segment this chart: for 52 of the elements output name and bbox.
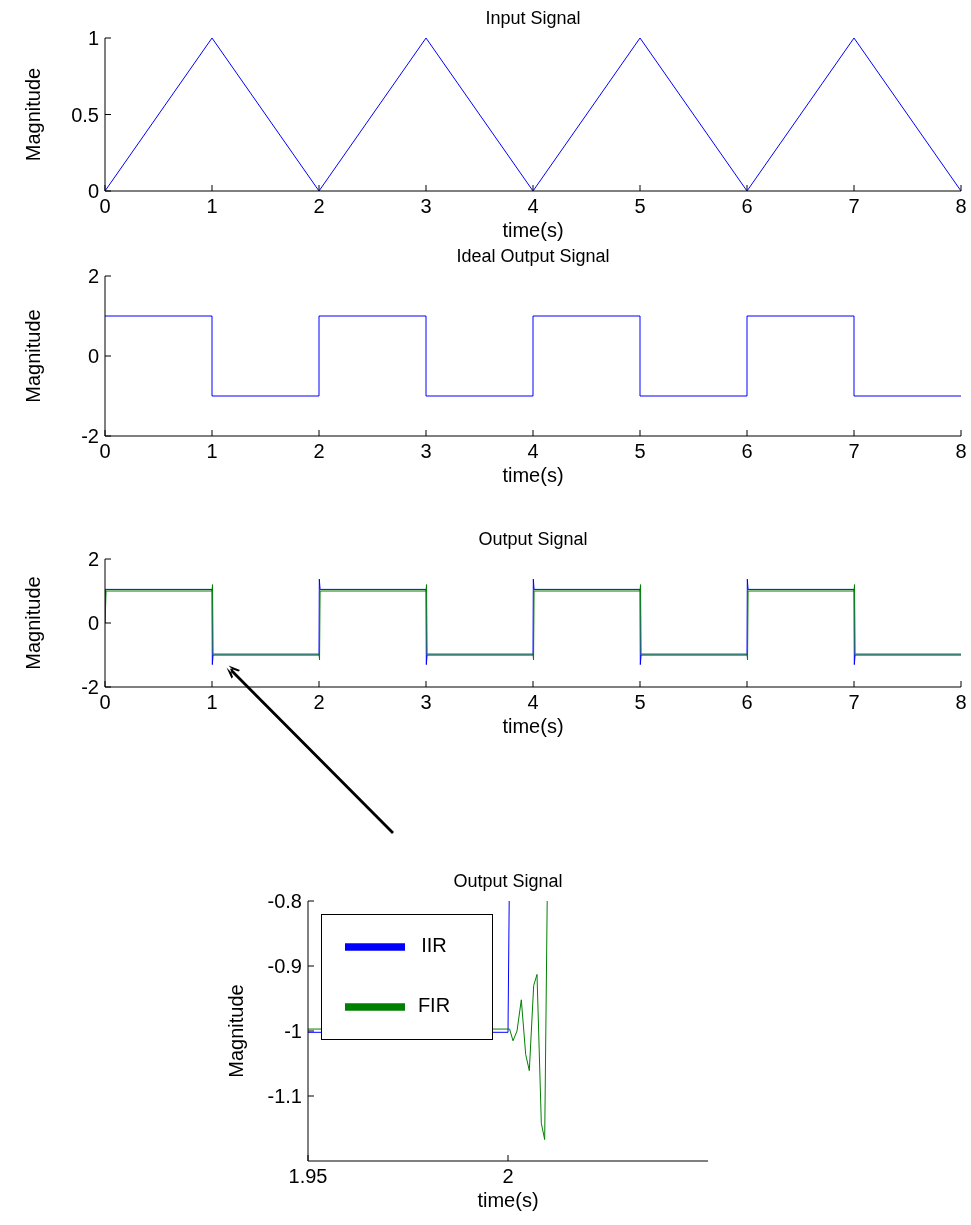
x-tick-label: 3 xyxy=(420,691,432,714)
x-tick-label: 2 xyxy=(313,195,325,218)
y-tick-label: 2 xyxy=(87,548,99,571)
y-axis-title: Magnitude xyxy=(22,576,45,670)
x-tick-label: 5 xyxy=(634,195,646,218)
x-tick-label: 7 xyxy=(848,440,860,463)
y-tick-label: -0.9 xyxy=(267,955,302,978)
y-tick-label: 0.5 xyxy=(71,103,99,126)
x-tick-label: 8 xyxy=(955,440,967,463)
x-axis-title: time(s) xyxy=(502,715,564,737)
x-axis-title: time(s) xyxy=(477,1189,539,1211)
legend-label: FIR xyxy=(416,994,452,1017)
x-tick-label: 1 xyxy=(206,195,218,218)
y-tick-label: -2 xyxy=(81,425,99,448)
x-tick-label: 2 xyxy=(313,440,325,463)
y-tick-label: -0.8 xyxy=(267,890,302,913)
x-tick-label: 2 xyxy=(313,691,325,714)
chart-title: Ideal Output Signal xyxy=(455,246,611,267)
y-tick-label: 0 xyxy=(87,612,99,635)
x-tick-label: 3 xyxy=(420,440,432,463)
x-tick-label: 4 xyxy=(527,195,539,218)
chart-title: Input Signal xyxy=(484,8,582,29)
y-axis-title: Magnitude xyxy=(225,984,248,1078)
y-axis-title: Magnitude xyxy=(22,67,45,162)
x-tick-label: 8 xyxy=(955,691,967,714)
x-tick-label: 8 xyxy=(955,195,967,218)
chart-title: Output Signal xyxy=(452,871,564,892)
chart-title: Output Signal xyxy=(477,529,589,550)
y-tick-label: 0 xyxy=(87,345,99,368)
y-tick-label: 2 xyxy=(87,265,99,288)
y-tick-label: -1 xyxy=(284,1020,302,1043)
legend-label: IIR xyxy=(420,934,448,957)
x-tick-label: 1 xyxy=(206,691,218,714)
x-tick-label: 7 xyxy=(848,691,860,714)
x-axis-title: time(s) xyxy=(502,464,564,486)
y-tick-label: 0 xyxy=(87,180,99,203)
x-axis-title: time(s) xyxy=(502,219,564,241)
y-tick-label: 1 xyxy=(87,27,99,50)
x-tick-label: 4 xyxy=(527,440,539,463)
y-tick-label: -1.1 xyxy=(267,1085,302,1108)
x-tick-label: 5 xyxy=(634,440,646,463)
x-tick-label: 7 xyxy=(848,195,860,218)
x-tick-label: 1 xyxy=(206,440,218,463)
x-tick-label: 3 xyxy=(420,195,432,218)
x-tick-label: 1.95 xyxy=(288,1165,328,1188)
x-tick-label: 5 xyxy=(634,691,646,714)
x-tick-label: 6 xyxy=(741,440,753,463)
y-tick-label: -2 xyxy=(81,676,99,699)
x-tick-label: 6 xyxy=(741,691,753,714)
y-axis-title: Magnitude xyxy=(22,309,45,403)
x-tick-label: 6 xyxy=(741,195,753,218)
x-tick-label: 4 xyxy=(527,691,539,714)
